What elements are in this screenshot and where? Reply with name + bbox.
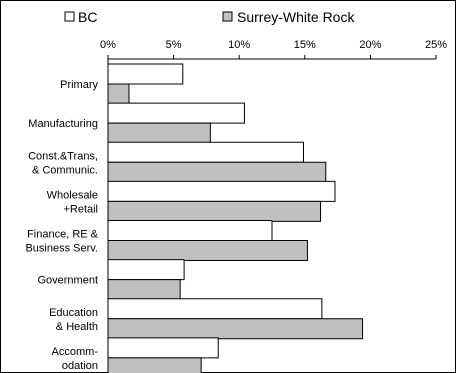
legend: BC Surrey-White Rock: [64, 9, 355, 25]
bar-bc: [107, 298, 323, 320]
category-label: Accomm-odation: [52, 346, 99, 372]
legend-swatch-bc: [64, 11, 75, 22]
bar-surrey-white-rock: [107, 240, 308, 261]
category-label: Wholesale +Retail: [47, 189, 98, 215]
legend-swatch-surrey: [222, 11, 233, 22]
bar-surrey-white-rock: [107, 122, 211, 144]
bar-bc: [107, 259, 185, 281]
x-tick-label: 0%: [100, 39, 116, 51]
x-tick-label: 25%: [425, 39, 447, 51]
category-label: Primary: [60, 79, 98, 91]
x-tick-label: 5%: [166, 39, 182, 51]
category-label: Finance, RE & Business Serv.: [25, 229, 98, 255]
bar-bc: [107, 102, 245, 124]
bar-surrey-white-rock: [107, 318, 364, 340]
category-labels: Primary Manufacturing Const.&Trans, & Commu…: [25, 79, 98, 372]
legend-label-surrey: Surrey-White Rock: [237, 9, 355, 25]
bar-surrey-white-rock: [107, 357, 202, 373]
bar-bc: [107, 141, 304, 163]
bar-bc: [107, 63, 184, 85]
bar-bc: [107, 337, 219, 359]
x-tick-label: 20%: [359, 39, 381, 51]
category-label: Const.&Trans, & Communic.: [28, 150, 98, 176]
category-label: Manufacturing: [28, 118, 98, 130]
bar-surrey-white-rock: [107, 200, 322, 222]
bars: [107, 63, 364, 373]
legend-label-bc: BC: [78, 9, 97, 25]
bar-surrey-white-rock: [107, 161, 327, 183]
category-label: Education & Health: [49, 307, 98, 333]
x-tick-label: 15%: [294, 39, 316, 51]
x-tick-label: 10%: [228, 39, 250, 51]
bar-surrey-white-rock: [107, 279, 181, 301]
category-label: Government: [37, 275, 98, 287]
bar-surrey-white-rock: [107, 83, 130, 105]
bar-bc: [107, 220, 273, 241]
bar-bc: [107, 180, 336, 202]
